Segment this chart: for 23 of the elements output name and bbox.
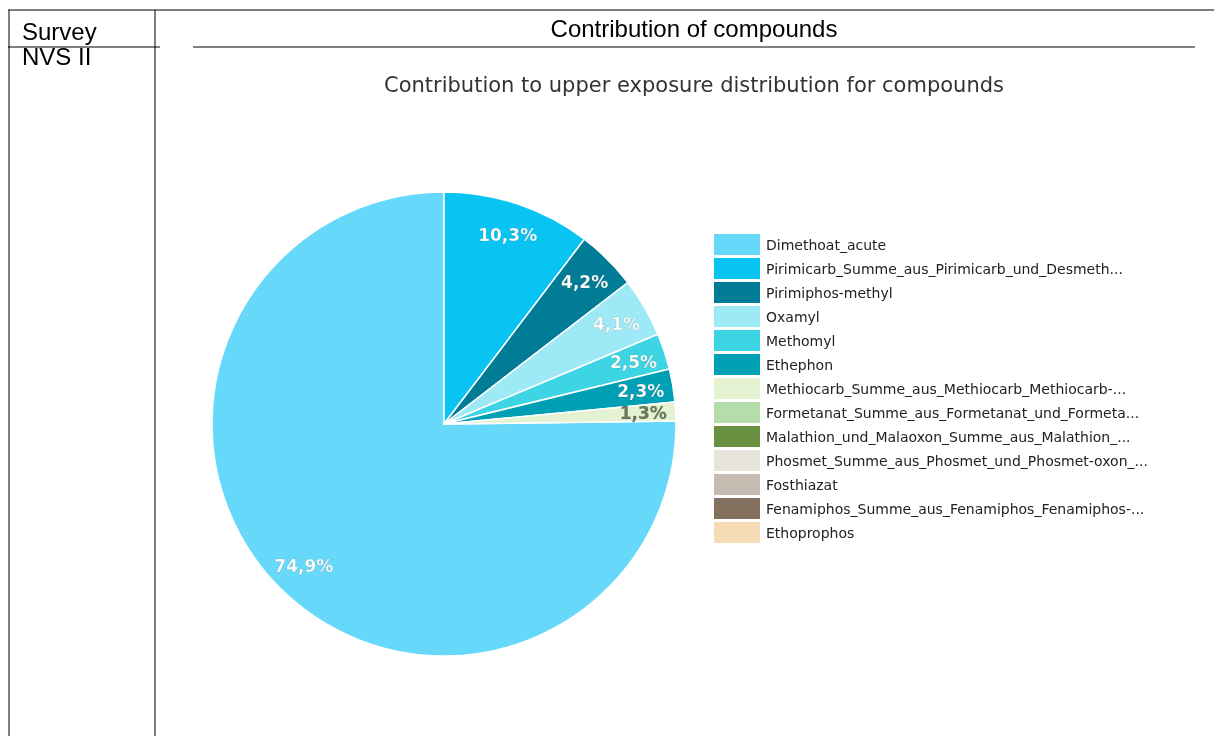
legend-label: Pirimicarb_Summe_aus_Pirimicarb_und_Desmeth... — [766, 261, 1123, 277]
legend-label: Ethoprophos — [766, 525, 855, 541]
data-label: 2,3% — [617, 380, 665, 401]
data-label: 2,5% — [609, 351, 658, 372]
text: Survey — [22, 18, 97, 45]
legend-label: Oxamyl — [766, 309, 820, 325]
legend-label: Fosthiazat — [766, 477, 839, 493]
legend-label: Phosmet_Summe_aus_Phosmet_und_Phosmet-oxon_... — [766, 453, 1148, 469]
legend-label: Ethephon — [766, 357, 834, 373]
legend-label: Methiocarb_Summe_aus_Methiocarb_Methiocarb-... — [766, 381, 1127, 397]
legend-label: Malathion_und_Malaoxon_Summe_aus_Malathion_... — [766, 429, 1131, 445]
legend-label: Formetanat_Summe_aus_Formetanat_und_Formeta... — [766, 405, 1140, 421]
legend-label: Dimethoat_acute — [766, 237, 887, 253]
data-label: 1,3% — [619, 403, 667, 424]
data-label: 4,2% — [561, 272, 609, 293]
legend-label: Methomyl — [766, 333, 836, 349]
legend-label: Pirimiphos-methyl — [766, 285, 893, 301]
legend-label: Fenamiphos_Summe_aus_Fenamiphos_Fenamiphos-... — [766, 501, 1145, 517]
data-label: 74,9% — [274, 555, 334, 576]
chart-title: Contribution to upper exposure distribution for compounds — [383, 73, 1005, 97]
data-label: 10,3% — [478, 224, 538, 245]
text: Contribution of compounds — [550, 15, 838, 42]
data-label: 4,1% — [592, 313, 641, 334]
